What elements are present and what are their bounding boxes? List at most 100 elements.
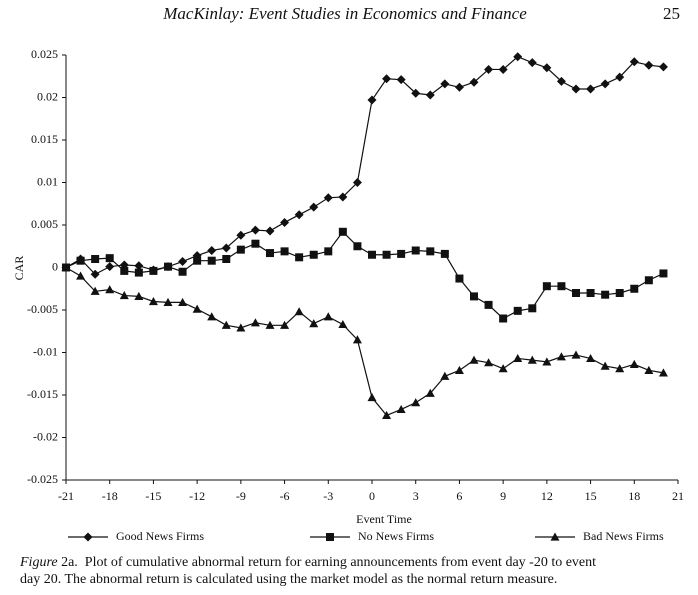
- marker: [76, 256, 85, 265]
- marker: [586, 289, 595, 297]
- page-number: 25: [663, 4, 680, 23]
- marker: [134, 268, 143, 277]
- y-tick-label: -0.005: [27, 302, 58, 316]
- x-tick-label: -12: [189, 489, 205, 503]
- marker: [280, 247, 289, 256]
- marker: [250, 225, 260, 235]
- marker: [134, 291, 144, 300]
- marker: [556, 352, 566, 361]
- caption-text: 2a. Plot of cumulative abnormal return f…: [58, 555, 597, 570]
- legend-label: Good News Firms: [116, 529, 204, 543]
- marker: [105, 262, 115, 272]
- marker: [221, 320, 231, 329]
- marker: [352, 335, 362, 344]
- marker: [352, 178, 362, 187]
- marker: [148, 297, 158, 306]
- x-tick-label: -6: [280, 489, 290, 503]
- marker: [309, 250, 318, 259]
- marker: [119, 291, 129, 300]
- marker: [498, 64, 508, 74]
- x-tick-label: 6: [456, 489, 462, 503]
- marker: [557, 282, 566, 291]
- marker: [382, 410, 392, 419]
- marker: [207, 312, 217, 321]
- marker: [586, 353, 596, 363]
- marker: [326, 533, 334, 541]
- marker: [659, 269, 668, 278]
- marker: [411, 398, 421, 407]
- marker: [192, 304, 202, 313]
- marker: [550, 532, 560, 541]
- marker: [353, 242, 362, 251]
- marker: [367, 393, 377, 402]
- marker: [542, 282, 551, 291]
- marker: [542, 63, 552, 73]
- marker: [76, 271, 86, 280]
- marker: [236, 230, 246, 240]
- marker: [454, 82, 464, 92]
- marker: [294, 307, 304, 316]
- x-tick-label: 15: [585, 489, 597, 503]
- y-tick-label: -0.01: [33, 344, 58, 358]
- marker: [528, 304, 537, 313]
- marker: [178, 297, 188, 306]
- x-tick-label: -15: [145, 489, 161, 503]
- marker: [499, 314, 508, 323]
- marker: [484, 300, 493, 309]
- x-tick-label: 21: [672, 489, 684, 503]
- marker: [440, 79, 450, 89]
- marker: [265, 320, 275, 329]
- marker: [324, 247, 333, 256]
- x-tick-label: 18: [628, 489, 640, 503]
- marker: [542, 357, 552, 366]
- marker: [527, 58, 537, 68]
- x-tick-label: -21: [58, 489, 74, 503]
- marker: [382, 74, 392, 84]
- marker: [193, 256, 202, 265]
- marker: [222, 255, 231, 263]
- marker: [411, 246, 420, 255]
- marker: [207, 246, 217, 255]
- marker: [250, 318, 260, 327]
- marker: [221, 243, 231, 253]
- marker: [630, 284, 639, 293]
- x-tick-label: 12: [541, 489, 553, 503]
- marker: [90, 286, 100, 295]
- marker: [571, 350, 581, 359]
- marker: [425, 90, 435, 100]
- marker: [251, 239, 260, 248]
- marker: [454, 365, 464, 374]
- x-tick-label: 9: [500, 489, 506, 503]
- marker: [644, 60, 654, 70]
- marker: [601, 290, 610, 299]
- marker: [105, 254, 114, 263]
- caption-label: Figure: [19, 555, 58, 570]
- marker: [236, 323, 246, 332]
- y-tick-label: -0.02: [33, 429, 58, 443]
- y-tick-label: 0.01: [37, 174, 58, 188]
- marker: [90, 269, 100, 279]
- x-axis-label: Event Time: [356, 512, 412, 526]
- marker: [280, 217, 290, 227]
- marker: [178, 267, 187, 276]
- marker: [572, 289, 580, 297]
- marker: [164, 262, 172, 271]
- y-tick-label: 0.015: [31, 132, 58, 146]
- y-tick-label: 0: [52, 259, 58, 273]
- marker: [178, 257, 188, 267]
- x-tick-label: -18: [102, 489, 118, 503]
- marker: [367, 95, 377, 105]
- marker: [411, 88, 421, 98]
- marker: [600, 361, 610, 370]
- x-tick-label: -3: [323, 489, 333, 503]
- y-tick-label: 0.025: [31, 47, 58, 61]
- series-line: [65, 230, 664, 320]
- x-tick-label: 0: [369, 489, 375, 503]
- marker: [513, 353, 523, 363]
- marker: [396, 75, 406, 85]
- marker: [382, 250, 391, 259]
- marker: [280, 320, 290, 329]
- marker: [658, 368, 668, 377]
- marker: [629, 359, 639, 368]
- marker: [91, 255, 100, 263]
